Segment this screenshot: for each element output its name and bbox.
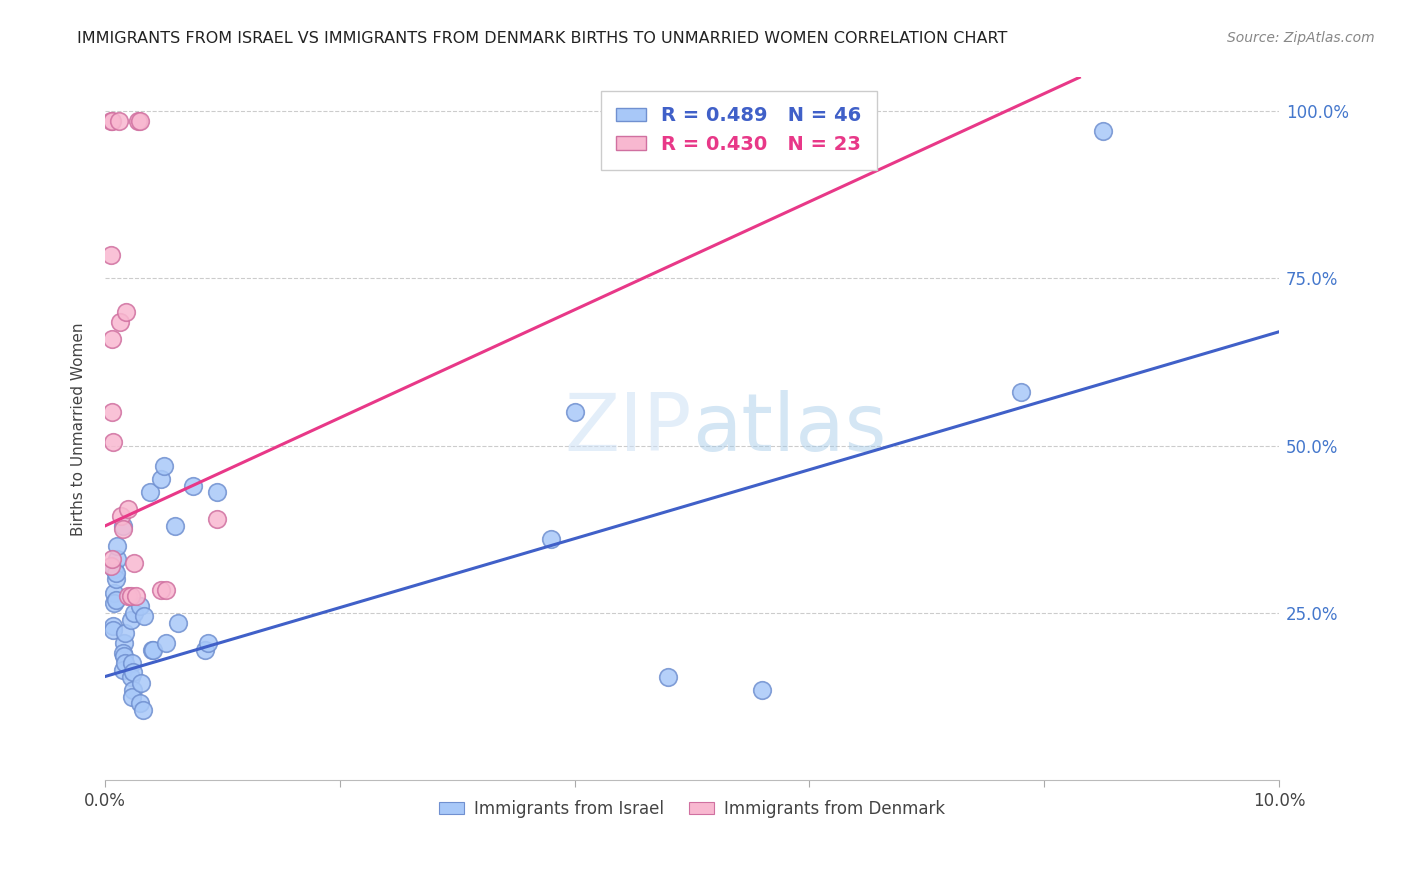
Point [101, 114, 124, 128]
Point [104, 573, 127, 587]
Point [166, 615, 188, 630]
Point [165, 519, 187, 533]
Point [111, 519, 134, 533]
Point [108, 114, 131, 128]
Text: atlas: atlas [692, 390, 886, 468]
Point [120, 669, 142, 683]
Point [150, 472, 173, 486]
Legend: Immigrants from Israel, Immigrants from Denmark: Immigrants from Israel, Immigrants from … [432, 793, 952, 825]
Point [103, 435, 125, 450]
Point [132, 609, 155, 624]
Point [127, 114, 149, 128]
Point [141, 642, 163, 657]
Point [129, 114, 152, 128]
Point [124, 589, 146, 603]
Point [194, 642, 217, 657]
Text: ZIP: ZIP [565, 390, 692, 468]
Point [112, 649, 135, 664]
Point [103, 623, 125, 637]
Point [117, 589, 139, 603]
Point [104, 592, 127, 607]
Point [100, 248, 122, 262]
Point [131, 676, 153, 690]
Point [205, 512, 228, 526]
Point [657, 669, 679, 683]
Point [111, 522, 134, 536]
Point [110, 315, 132, 329]
Point [181, 479, 204, 493]
Point [155, 582, 177, 597]
Point [751, 682, 773, 697]
Point [114, 626, 136, 640]
Point [142, 642, 165, 657]
Point [152, 458, 174, 473]
Point [1010, 385, 1032, 400]
Point [101, 405, 124, 419]
Point [100, 559, 122, 574]
Point [111, 646, 134, 660]
Point [129, 696, 152, 710]
Point [124, 606, 146, 620]
Point [205, 485, 228, 500]
Point [564, 405, 586, 419]
Point [122, 682, 145, 697]
Point [121, 656, 143, 670]
Point [150, 582, 173, 597]
Point [114, 656, 136, 670]
Point [115, 304, 138, 318]
Point [138, 485, 160, 500]
Point [112, 636, 135, 650]
Point [101, 552, 124, 566]
Point [103, 619, 125, 633]
Text: Source: ZipAtlas.com: Source: ZipAtlas.com [1227, 31, 1375, 45]
Point [103, 586, 125, 600]
Point [197, 636, 219, 650]
Point [129, 599, 152, 614]
Point [105, 539, 128, 553]
Point [120, 613, 142, 627]
Point [117, 502, 139, 516]
Point [111, 663, 134, 677]
Point [120, 589, 142, 603]
Point [104, 566, 127, 580]
Point [100, 114, 122, 128]
Point [540, 533, 562, 547]
Point [110, 508, 132, 523]
Point [101, 331, 124, 345]
Y-axis label: Births to Unmarried Women: Births to Unmarried Women [72, 322, 86, 535]
Point [121, 690, 143, 704]
Point [124, 556, 146, 570]
Text: IMMIGRANTS FROM ISRAEL VS IMMIGRANTS FROM DENMARK BIRTHS TO UNMARRIED WOMEN CORR: IMMIGRANTS FROM ISRAEL VS IMMIGRANTS FRO… [77, 31, 1008, 46]
Point [1091, 124, 1114, 138]
Point [103, 562, 125, 576]
Point [105, 552, 128, 566]
Point [122, 665, 145, 679]
Point [155, 636, 177, 650]
Point [131, 703, 153, 717]
Point [103, 596, 125, 610]
